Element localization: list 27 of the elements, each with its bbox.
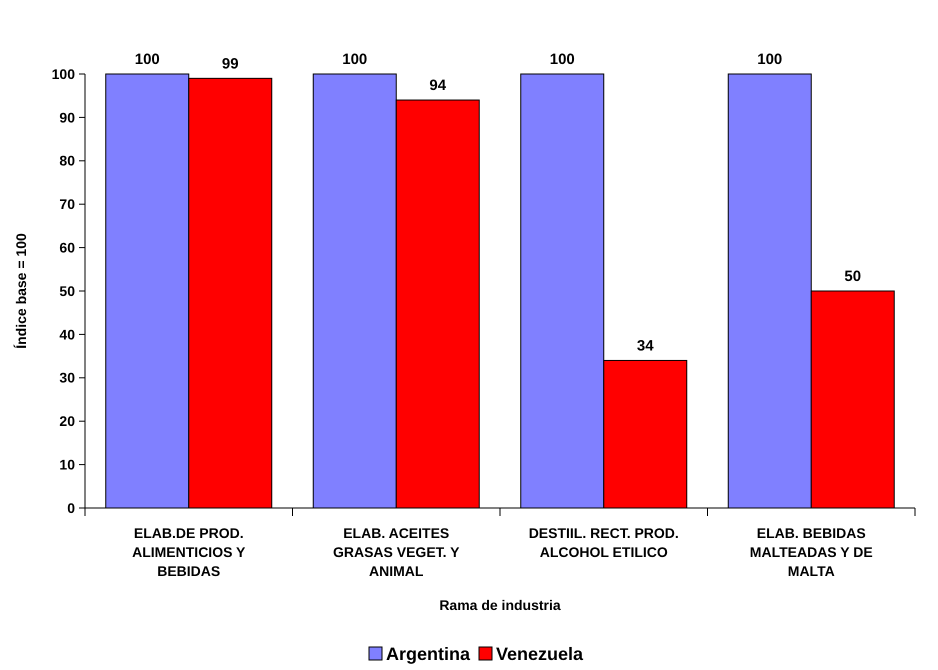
y-tick-label: 10 xyxy=(59,456,76,472)
data-label: 100 xyxy=(134,51,160,68)
data-label: 94 xyxy=(429,77,447,94)
y-tick-label: 80 xyxy=(59,152,76,169)
y-tick-label: 100 xyxy=(52,66,76,82)
data-label: 34 xyxy=(636,337,654,354)
data-label: 99 xyxy=(222,55,239,72)
y-tick-label: 20 xyxy=(59,413,76,430)
y-axis-title: Índice base = 100 xyxy=(13,233,29,349)
legend-label: Argentina xyxy=(386,644,471,664)
legend-label: Venezuela xyxy=(496,644,584,664)
y-tick-label: 60 xyxy=(59,240,76,256)
y-tick-label: 40 xyxy=(59,326,76,342)
y-tick-label: 70 xyxy=(59,196,76,212)
y-tick-label: 90 xyxy=(59,109,76,126)
x-tick-label: ELAB.DE PROD. ALIMENTICIOS Y BEBIDAS xyxy=(132,525,246,579)
data-label: 100 xyxy=(342,51,368,68)
x-tick-label: ELAB. ACEITES GRASAS VEGET. Y ANIMAL xyxy=(332,525,460,579)
x-tick-label: ELAB. BEBIDAS MALTEADAS Y DE MALTA xyxy=(750,525,873,579)
data-label: 100 xyxy=(757,51,782,68)
data-label: 100 xyxy=(550,51,575,68)
x-axis-title: Rama de industria xyxy=(439,597,561,613)
y-tick-label: 0 xyxy=(67,500,76,516)
y-tick-label: 50 xyxy=(59,282,76,299)
x-tick-label: DESTIIL. RECT. PROD. ALCOHOL ETILICO xyxy=(528,525,679,560)
y-tick-label: 30 xyxy=(59,370,76,386)
data-label: 50 xyxy=(844,268,862,285)
